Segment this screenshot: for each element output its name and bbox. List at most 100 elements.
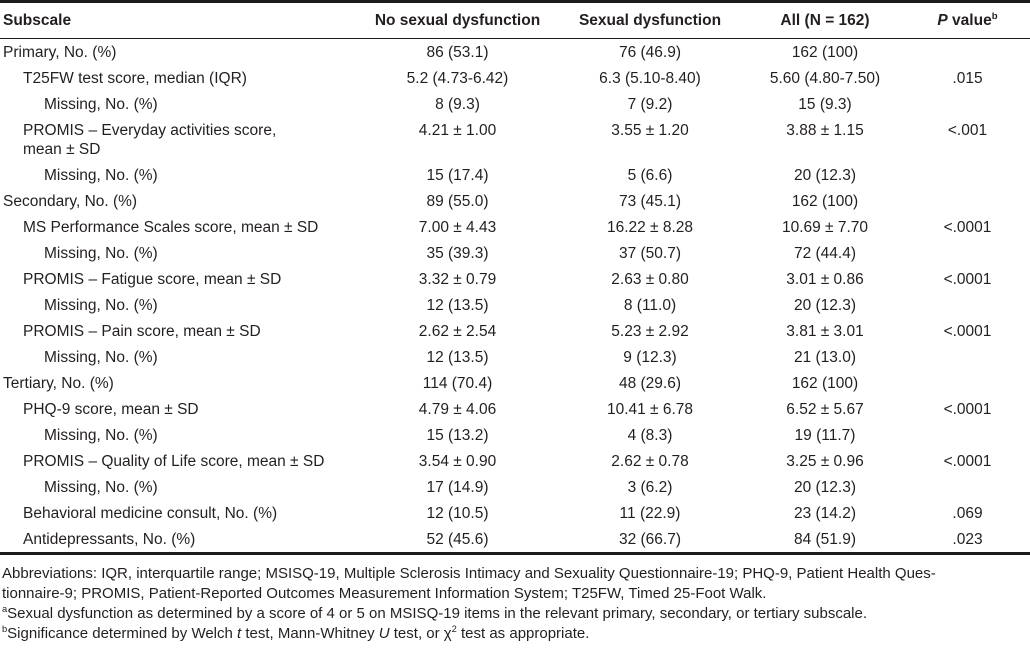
cell-value: 12 (13.5) [426, 348, 489, 366]
cell-value: 20 (12.3) [793, 296, 857, 314]
table-row: Missing, No. (%) 15 (13.2) 4 (8.3) 19 (11.7… [0, 422, 1030, 448]
row-label: Missing, No. (%) [44, 348, 158, 366]
table-row: PROMIS – Pain score, mean ± SD 2.62 ± 2.5… [0, 318, 1030, 344]
cell-value: 16.22 ± 8.28 [606, 218, 694, 236]
cell-value: 6.3 (5.10-8.40) [599, 69, 701, 87]
table-row: Missing, No. (%) 12 (13.5) 8 (11.0) 20 (12.… [0, 292, 1030, 318]
table-row: Missing, No. (%) 8 (9.3) 7 (9.2) 15 (9.3) [0, 91, 1030, 117]
table-row: PROMIS – Fatigue score, mean ± SD 3.32 ± … [0, 266, 1030, 292]
cell-value: 76 (46.9) [618, 43, 682, 61]
table-header-row: Subscale No sexual dysfunction Sexual dysf… [0, 1, 1030, 39]
row-label: Secondary, No. (%) [3, 192, 138, 210]
cell-value: 6.52 ± 5.67 [786, 400, 864, 418]
table-body: Primary, No. (%) 86 (53.1) 76 (46.9) 162 (1… [0, 39, 1030, 554]
cell-value: 3.54 ± 0.90 [418, 452, 497, 470]
cell-value: 72 (44.4) [793, 244, 857, 262]
row-label: T25FW test score, median (IQR) [23, 69, 247, 87]
cell-value: 12 (10.5) [426, 504, 489, 522]
row-label: Tertiary, No. (%) [3, 374, 114, 392]
cell-p-value: <.0001 [943, 322, 992, 340]
cell-value: 162 (100) [791, 374, 859, 392]
cell-value: 11 (22.9) [619, 504, 681, 522]
cell-p-value: <.001 [947, 121, 988, 139]
footnote-b: bSignificance determined by Welch t test… [2, 624, 590, 642]
cell-p-value: <.0001 [943, 218, 992, 236]
cell-p-value [905, 292, 1030, 318]
row-label: Missing, No. (%) [44, 95, 158, 113]
cell-value: 162 (100) [791, 43, 859, 61]
table-row: Missing, No. (%) 15 (17.4) 5 (6.6) 20 (12.3… [0, 162, 1030, 188]
row-label: Missing, No. (%) [44, 244, 158, 262]
cell-p-value [905, 474, 1030, 500]
cell-p-value: <.0001 [943, 452, 992, 470]
cell-p-value [905, 188, 1030, 214]
cell-value: 3.88 ± 1.15 [786, 121, 864, 139]
footnote-a: aSexual dysfunction as determined by a s… [2, 604, 868, 622]
cell-value: 3.81 ± 3.01 [786, 322, 864, 340]
cell-value: 48 (29.6) [618, 374, 682, 392]
row-label: Primary, No. (%) [3, 43, 117, 61]
cell-value: 3 (6.2) [627, 478, 673, 496]
row-label: Missing, No. (%) [44, 166, 158, 184]
table-row: Tertiary, No. (%) 114 (70.4) 48 (29.6) 162 … [0, 370, 1030, 396]
row-label: MS Performance Scales score, mean ± SD [23, 218, 319, 236]
cell-value: 8 (9.3) [435, 95, 480, 113]
row-label: PROMIS – Fatigue score, mean ± SD [23, 270, 282, 288]
cell-value: 73 (45.1) [618, 192, 682, 210]
cell-value: 10.41 ± 6.78 [606, 400, 694, 418]
table-row: Behavioral medicine consult, No. (%) 12 (… [0, 500, 1030, 526]
cell-value: 21 (13.0) [793, 348, 857, 366]
row-label: PROMIS – Quality of Life score, mean ± S… [23, 452, 325, 470]
table-row: Missing, No. (%) 35 (39.3) 37 (50.7) 72 (44… [0, 240, 1030, 266]
cell-value: 35 (39.3) [426, 244, 489, 262]
cell-value: 7.00 ± 4.43 [418, 218, 497, 236]
subscale-statistics-table: Subscale No sexual dysfunction Sexual dysf… [0, 0, 1030, 555]
cell-value: 23 (14.2) [793, 504, 857, 522]
cell-value: 4.79 ± 4.06 [418, 400, 497, 418]
cell-value: 89 (55.0) [426, 192, 489, 210]
cell-value: 114 (70.4) [422, 374, 493, 392]
cell-p-value [905, 39, 1030, 66]
cell-value: 15 (9.3) [798, 95, 852, 113]
table-row: PROMIS – Quality of Life score, mean ± S… [0, 448, 1030, 474]
cell-value: 3.32 ± 0.79 [418, 270, 497, 288]
table-row: Missing, No. (%) 12 (13.5) 9 (12.3) 21 (13.… [0, 344, 1030, 370]
cell-value: 37 (50.7) [618, 244, 682, 262]
cell-value: 3.55 ± 1.20 [611, 121, 689, 139]
table-row: Secondary, No. (%) 89 (55.0) 73 (45.1) 162 … [0, 188, 1030, 214]
cell-value: 7 (9.2) [627, 95, 673, 113]
row-label: Missing, No. (%) [44, 296, 158, 314]
row-label: Antidepressants, No. (%) [23, 530, 196, 548]
cell-p-value [905, 91, 1030, 117]
cell-value: 32 (66.7) [618, 530, 682, 548]
cell-value: 52 (45.6) [426, 530, 489, 548]
table-row: Antidepressants, No. (%) 52 (45.6) 32 (66.… [0, 526, 1030, 554]
cell-value: 5.60 (4.80-7.50) [769, 69, 881, 87]
cell-value: 19 (11.7) [794, 426, 856, 444]
column-header-p-value: P valueb [905, 1, 1030, 39]
row-label: Behavioral medicine consult, No. (%) [23, 504, 278, 522]
cell-p-value: <.0001 [943, 270, 992, 288]
cell-value: 4 (8.3) [627, 426, 673, 444]
cell-value: 12 (13.5) [426, 296, 489, 314]
cell-p-value: <.0001 [943, 400, 992, 418]
cell-p-value [905, 344, 1030, 370]
table-row: PHQ-9 score, mean ± SD 4.79 ± 4.06 10.41 ±… [0, 396, 1030, 422]
cell-value: 20 (12.3) [793, 478, 857, 496]
cell-p-value: .069 [952, 504, 983, 522]
table-row: MS Performance Scales score, mean ± SD 7.… [0, 214, 1030, 240]
cell-p-value [905, 422, 1030, 448]
cell-p-value: .023 [952, 530, 983, 548]
column-header-subscale: Subscale [0, 1, 360, 39]
cell-value: 5.2 (4.73-6.42) [406, 69, 509, 87]
abbreviations-note-line-2: tionnaire-9; PROMIS, Patient-Reported Ou… [2, 585, 767, 602]
table-row: Missing, No. (%) 17 (14.9) 3 (6.2) 20 (12.3… [0, 474, 1030, 500]
cell-p-value [905, 162, 1030, 188]
table-row: PROMIS – Everyday activities score, mean … [0, 117, 1030, 162]
cell-value: 20 (12.3) [793, 166, 857, 184]
cell-value: 84 (51.9) [793, 530, 857, 548]
column-header-no-sexual-dysfunction: No sexual dysfunction [360, 1, 555, 39]
table-header: Subscale No sexual dysfunction Sexual dysf… [0, 1, 1030, 39]
row-label: Missing, No. (%) [44, 478, 158, 496]
